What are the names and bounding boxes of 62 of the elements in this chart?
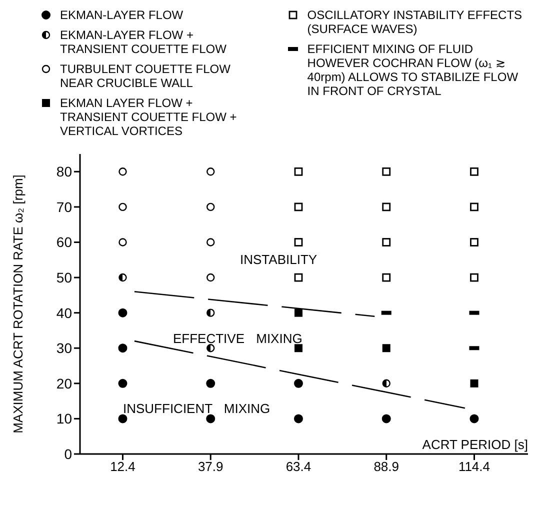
point xyxy=(118,168,127,176)
point xyxy=(206,202,215,212)
point xyxy=(118,273,127,282)
point xyxy=(382,273,391,282)
point xyxy=(470,202,478,212)
point xyxy=(118,378,128,388)
y-tick-label: 10 xyxy=(56,410,72,427)
legend-label: TURBULENT COUETTE FLOW NEAR CRUCIBLE WALL xyxy=(60,62,232,90)
y-tick-label: 80 xyxy=(56,164,72,180)
point xyxy=(382,379,390,388)
point xyxy=(118,202,127,212)
x-tick-label: 114.4 xyxy=(458,459,490,474)
point xyxy=(294,238,303,246)
point xyxy=(294,378,303,388)
y-tick-label: 30 xyxy=(56,340,72,356)
x-tick-label: 37.9 xyxy=(198,459,224,474)
legend-label: EKMAN-LAYER FLOW xyxy=(60,8,184,22)
point xyxy=(206,344,215,352)
point xyxy=(118,238,127,246)
point xyxy=(470,414,479,424)
point xyxy=(294,167,303,176)
point xyxy=(118,308,128,318)
legend-label: OSCILLATORY INSTABILITY EFFECTS (SURFACE WAVES) xyxy=(307,8,524,36)
point xyxy=(470,167,478,176)
y-tick-label: 40 xyxy=(56,304,72,321)
point xyxy=(118,344,128,353)
point xyxy=(470,379,478,388)
point xyxy=(470,238,478,246)
point xyxy=(206,414,216,424)
x-tick-label: 63.4 xyxy=(286,459,312,474)
legend-label: EKMAN LAYER FLOW + TRANSIENT COUETTE FLOW + VERTICAL VORTICES xyxy=(60,96,238,138)
point xyxy=(206,168,215,176)
point xyxy=(294,202,303,212)
point xyxy=(206,378,216,388)
point xyxy=(382,414,391,424)
point xyxy=(294,308,302,317)
y-tick-label: 50 xyxy=(56,270,72,286)
point xyxy=(118,414,128,424)
annotation: EFFECTIVE MIXING xyxy=(173,331,302,346)
point xyxy=(470,273,478,282)
point xyxy=(382,344,390,352)
y-tick-label: 20 xyxy=(56,375,72,392)
annotation: INSUFFICIENT MIXING xyxy=(123,401,270,416)
y-tick-label: 0 xyxy=(64,446,72,462)
x-tick-label: 88.9 xyxy=(374,459,400,474)
y-tick-label: 70 xyxy=(56,198,72,215)
point xyxy=(382,238,391,246)
point xyxy=(206,238,215,246)
point xyxy=(382,167,391,176)
point xyxy=(294,273,303,282)
legend-label: EFFICIENT MIXING OF FLUID HOWEVER COCHRAN FLOW (ω₁ ≳ 40rpm) ALLOWS TO STABILIZE FLOW IN FRONT OF CRYSTAL xyxy=(307,42,520,98)
point xyxy=(206,273,215,282)
point xyxy=(206,308,215,317)
point xyxy=(294,344,302,352)
annotation: INSTABILITY xyxy=(240,252,318,267)
y-tick-label: 60 xyxy=(56,234,72,250)
y-axis-title: MAXIMUM ACRT ROTATION RATE ω₂ [rpm] xyxy=(10,174,26,434)
x-axis-title: ACRT PERIOD [s] xyxy=(422,437,528,452)
point xyxy=(294,414,303,424)
point xyxy=(382,202,391,212)
x-tick-label: 12.4 xyxy=(110,459,136,474)
legend-label: EKMAN-LAYER FLOW + TRANSIENT COUETTE FLOW xyxy=(60,28,228,56)
